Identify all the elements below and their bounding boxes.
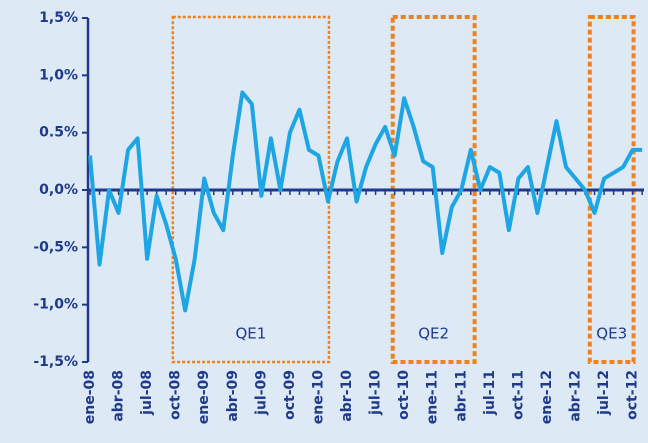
y-tick-label: 0.5%	[39, 125, 78, 141]
x-tick-label: oct-08	[168, 370, 184, 420]
y-tick-label: -1,0%	[33, 297, 78, 313]
x-tick-label: abr-08	[111, 370, 127, 422]
line-series	[88, 90, 643, 313]
x-tick-label: jul-12	[596, 370, 612, 416]
x-tick-label: oct-10	[396, 370, 412, 420]
x-tick-label: ene-09	[196, 370, 212, 424]
y-tick-label: -0,5%	[33, 239, 78, 255]
qe-label: QE3	[596, 325, 627, 343]
y-tick-label: 1,0%	[39, 67, 78, 83]
qe-label: QE2	[418, 325, 449, 343]
x-tick-label: abr-10	[339, 370, 355, 422]
x-tick-label: oct-12	[625, 370, 641, 420]
x-tick-label: ene-12	[539, 370, 555, 424]
x-tick-label: ene-08	[82, 370, 98, 424]
x-tick-label: abr-12	[568, 370, 584, 422]
x-tick-label: abr-11	[453, 370, 469, 422]
x-tick-label: jul-09	[253, 370, 269, 416]
x-tick-label: oct-11	[510, 370, 526, 420]
y-tick-label: 0,0%	[39, 182, 78, 198]
x-tick-label: jul-08	[139, 370, 155, 416]
qe-label: QE1	[235, 325, 266, 343]
x-tick-label: jul-10	[368, 370, 384, 416]
x-tick-label: ene-11	[425, 370, 441, 424]
y-tick-label: 1,5%	[39, 10, 78, 26]
x-tick-label: abr-09	[225, 370, 241, 422]
x-tick-label: oct-09	[282, 370, 298, 420]
y-tick-label: -1,5%	[33, 354, 78, 370]
x-tick-label: ene-10	[310, 370, 326, 425]
x-tick-label: jul-11	[482, 370, 498, 416]
